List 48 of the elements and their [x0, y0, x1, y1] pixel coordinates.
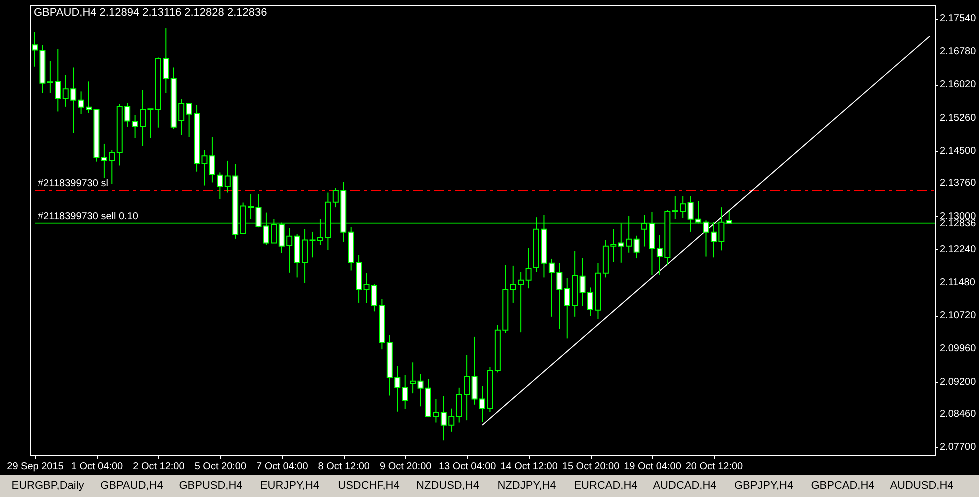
y-tick-label: 2.14500 — [940, 146, 977, 157]
text: EURGBP,Daily — [12, 480, 85, 492]
text: GBPUSD,H4 — [179, 480, 243, 492]
candlestick — [634, 235, 640, 260]
text: GBPJPY,H4 — [734, 480, 794, 492]
text: NZDJPY,H4 — [498, 480, 556, 492]
candlestick — [726, 210, 732, 224]
y-tick-label: 2.17540 — [940, 14, 977, 25]
y-tick-label: 2.12240 — [940, 244, 977, 256]
x-tick-label: 29 Sep 2015 — [7, 462, 64, 472]
text: NZDUSD,H4 — [416, 480, 480, 492]
x-tick-label: 13 Oct 04:00 — [438, 462, 497, 472]
x-tick-label: 2 Oct 12:00 — [133, 462, 186, 472]
x-tick-label: 19 Oct 04:00 — [624, 462, 682, 472]
candlestick — [410, 362, 416, 394]
x-tick-label: 1 Oct 04:00 — [71, 462, 124, 472]
x-tick-label: 20 Oct 12:00 — [686, 462, 744, 472]
x-tick-label: 14 Oct 12:00 — [500, 462, 558, 472]
y-tick-label: 2.15260 — [940, 112, 977, 124]
text: AUDUSD,H4 — [890, 480, 954, 492]
candlestick — [526, 248, 532, 290]
y-tick-label: 2.16780 — [940, 46, 977, 58]
x-tick-label: 15 Oct 20:00 — [562, 462, 620, 472]
text: AUDCAD,H4 — [653, 480, 717, 492]
x-tick-label: 5 Oct 20:00 — [194, 462, 247, 472]
y-tick-label: 2.13760 — [940, 178, 977, 190]
y-tick-label: 2.11480 — [940, 277, 976, 288]
text: GBPCAD,H4 — [811, 480, 875, 492]
chart-title: GBPAUD,H4 2.12894 2.13116 2.12828 2.12836 — [34, 7, 268, 19]
y-tick-label: 2.09200 — [940, 376, 977, 388]
y-tick-label: 2.09960 — [940, 344, 977, 355]
text: EURJPY,H4 — [260, 480, 320, 492]
candlestick — [402, 374, 408, 410]
candlestick — [217, 172, 224, 200]
y-tick-label: 2.08460 — [940, 409, 977, 420]
y-tick-label: 2.12836 — [940, 218, 977, 230]
ref-line-label: #2118399730 sell 0.10 — [38, 211, 139, 222]
candlestick — [209, 136, 216, 184]
y-tick-label: 2.16020 — [940, 80, 977, 91]
y-tick-label: 2.07700 — [940, 442, 977, 454]
text: USDCHF,H4 — [338, 480, 400, 492]
x-tick-label: 8 Oct 12:00 — [318, 462, 370, 472]
text: GBPAUD,H4 — [100, 480, 164, 492]
ref-line-label: #2118399730 sl — [38, 178, 108, 190]
x-tick-label: 9 Oct 20:00 — [380, 462, 432, 472]
text: EURCAD,H4 — [574, 480, 638, 492]
x-tick-label: 7 Oct 04:00 — [256, 462, 309, 472]
y-tick-label: 2.10720 — [940, 310, 977, 322]
